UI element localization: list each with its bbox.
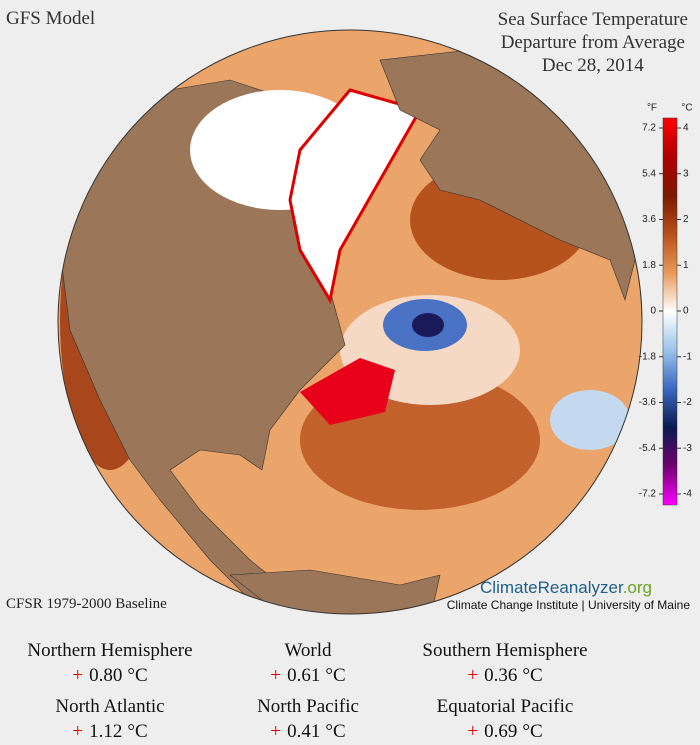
title-line: Dec 28, 2014 (541, 55, 644, 76)
stat-sign: + (467, 721, 479, 742)
stat-value: 1.12 (89, 721, 123, 742)
stat-name: North Atlantic (55, 696, 165, 717)
colorbar-tick-label: 5.4 (642, 168, 656, 179)
stat-name: World (284, 640, 332, 661)
unit-c: °C (681, 103, 692, 114)
globe (58, 30, 642, 614)
stat-unit: °C (325, 721, 346, 742)
colorbar-tick-label: -1 (683, 351, 692, 362)
stat-name: Equatorial Pacific (436, 696, 574, 717)
map: °F °C 7.2 5.4 3.6 1.8 0 -1.8 -3.6 -5.4 -7.2 4 3 2 1 0… (57, 29, 693, 615)
stat-value-line: +1.12 °C (0, 721, 225, 743)
colorbar-tick-label: 3 (683, 168, 689, 179)
title-line: Sea Surface Temperature (497, 9, 688, 30)
colorbar-tick-label: -5.4 (639, 443, 657, 454)
stat-value: 0.41 (287, 721, 321, 742)
colorbar-tick-label: 1 (683, 260, 689, 271)
colorbar-scale (662, 117, 678, 506)
stat-sign: + (270, 665, 282, 686)
stat-sign: + (467, 665, 479, 686)
stat-unit: °C (127, 721, 148, 742)
colorbar-tick-label: 2 (683, 214, 689, 225)
colorbar-tick-label: -4 (683, 489, 692, 500)
stat-sign: + (72, 721, 84, 742)
colorbar: °F °C 7.2 5.4 3.6 1.8 0 -1.8 -3.6 -5.4 -7.2 4 3 2 1 0… (639, 103, 693, 506)
model-label: GFS Model (6, 8, 96, 29)
stat-value-line: +0.36 °C (390, 665, 620, 687)
colorbar-tick-label: -7.2 (639, 489, 657, 500)
baseline: CFSR 1979-2000 Baseline (6, 596, 167, 612)
stat-value-line: +0.69 °C (390, 721, 620, 743)
title-line: Departure from Average (500, 32, 685, 53)
title: Sea Surface Temperature Departure from A… (498, 8, 688, 77)
stat: Northern Hemisphere +0.80 °C (0, 640, 225, 687)
stat-unit: °C (127, 665, 148, 686)
credit: Climate Change Institute | University of… (446, 598, 690, 612)
unit-f: °F (647, 103, 657, 114)
stat-unit: °C (522, 721, 543, 742)
colorbar-tick-label: 0 (650, 306, 656, 317)
stat: North Pacific +0.41 °C (193, 696, 423, 743)
stat-value: 0.61 (287, 665, 321, 686)
logo-text: .org (622, 578, 652, 597)
stat-value: 0.69 (484, 721, 518, 742)
colorbar-tick-label: -3 (683, 443, 692, 454)
colorbar-tick-label: 4 (683, 123, 689, 134)
colorbar-tick-label: 3.6 (642, 214, 656, 225)
stat-value-line: +0.41 °C (193, 721, 423, 743)
stat-name: Southern Hemisphere (422, 640, 588, 661)
colorbar-tick-label: 0 (683, 306, 689, 317)
stat: Equatorial Pacific +0.69 °C (390, 696, 620, 743)
stat-sign: + (270, 721, 282, 742)
colorbar-tick-label: -3.6 (639, 397, 657, 408)
colorbar-tick-label: 1.8 (642, 260, 656, 271)
stat-value: 0.80 (89, 665, 123, 686)
stat-value-line: +0.61 °C (193, 665, 423, 687)
stat: Southern Hemisphere +0.36 °C (390, 640, 620, 687)
colorbar-tick-label: 7.2 (642, 123, 656, 134)
stat-name: Northern Hemisphere (27, 640, 193, 661)
colorbar-tick-label: -1.8 (639, 351, 657, 362)
stat-value: 0.36 (484, 665, 518, 686)
stat-sign: + (72, 665, 84, 686)
stat-unit: °C (325, 665, 346, 686)
logo: ClimateReanalyzer.org (480, 578, 652, 598)
stat-unit: °C (522, 665, 543, 686)
stat: World +0.61 °C (193, 640, 423, 687)
stat-value-line: +0.80 °C (0, 665, 225, 687)
colorbar-tick-label: -2 (683, 397, 692, 408)
stat-name: North Pacific (257, 696, 359, 717)
stat: North Atlantic +1.12 °C (0, 696, 225, 743)
logo-text: ClimateReanalyzer (480, 578, 623, 597)
